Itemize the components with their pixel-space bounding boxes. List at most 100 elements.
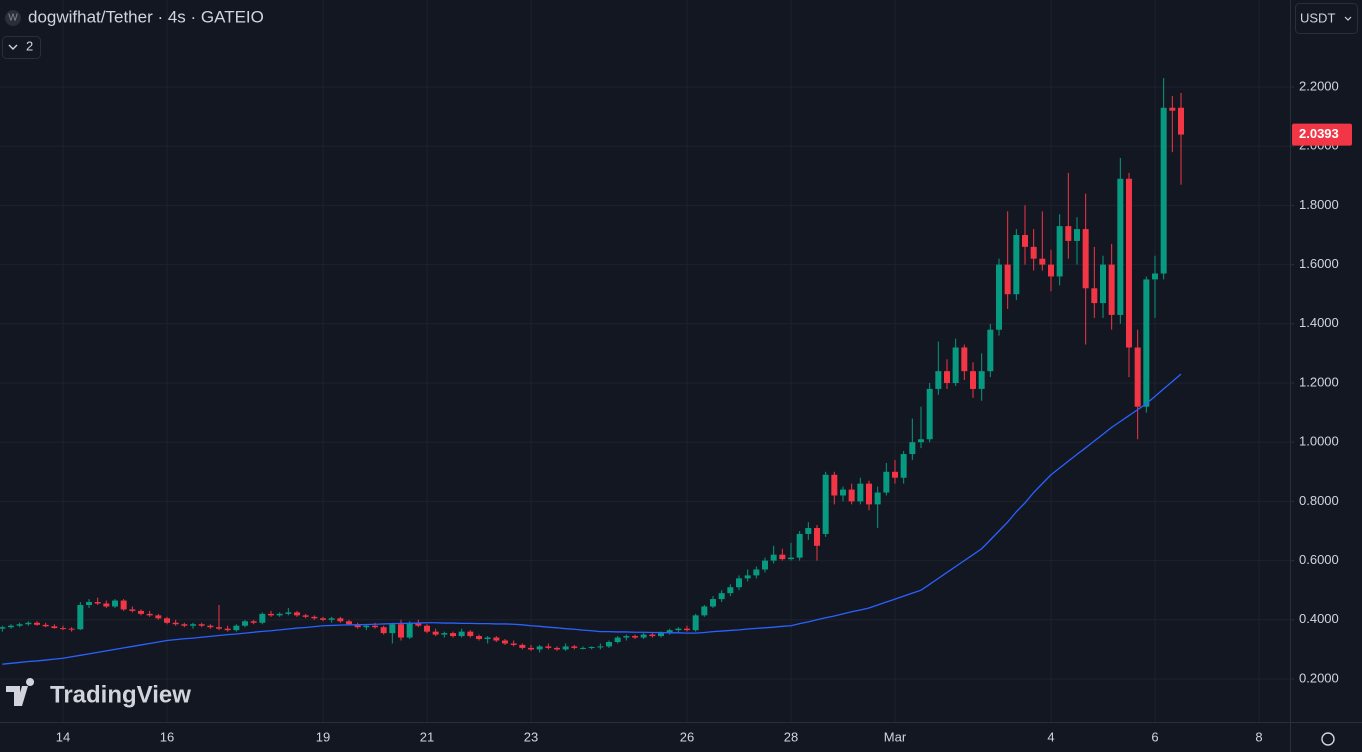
candle-body — [683, 628, 690, 631]
y-tick-label: 1.4000 — [1299, 315, 1339, 330]
candle-body — [744, 575, 751, 579]
x-tick-label: 28 — [784, 729, 798, 744]
y-tick-label: 0.8000 — [1299, 493, 1339, 508]
candle-body — [7, 625, 14, 628]
candle-body — [597, 646, 604, 648]
candle-body — [1021, 235, 1028, 247]
x-tick-label: 26 — [680, 729, 694, 744]
candle-body — [233, 625, 240, 631]
candle-body — [562, 646, 569, 650]
candle-body — [779, 554, 786, 560]
candle-body — [33, 622, 40, 625]
candle-body — [553, 647, 560, 650]
moving-average-line — [2, 373, 1182, 665]
candle-body — [484, 637, 491, 640]
settings-icon[interactable] — [1321, 732, 1335, 746]
symbol-icon — [5, 10, 21, 26]
candle-body — [302, 615, 309, 617]
candle-body — [181, 624, 188, 626]
candle-body — [172, 622, 179, 625]
candle-body — [415, 622, 422, 626]
candle-body — [692, 615, 699, 631]
candle-body — [900, 454, 907, 478]
x-tick-label: 8 — [1255, 729, 1262, 744]
x-tick-label: Mar — [884, 729, 907, 744]
candle-body — [250, 621, 257, 623]
candle-body — [536, 646, 543, 650]
candle-body — [753, 569, 760, 576]
candle-body — [137, 610, 144, 614]
candle-body — [813, 528, 820, 546]
candle-body — [77, 604, 84, 630]
candle-body — [1177, 107, 1184, 135]
brand-logo — [6, 678, 35, 706]
candle-body — [657, 633, 664, 637]
candle-body — [458, 631, 465, 637]
candle-body — [155, 615, 162, 619]
grid — [0, 0, 1290, 722]
y-tick-label: 1.0000 — [1299, 434, 1339, 449]
currency-chevron — [1344, 16, 1352, 21]
candle-body — [215, 627, 222, 629]
candle-body — [874, 492, 881, 505]
candle-body — [1169, 107, 1176, 111]
indicator-toggle[interactable] — [2, 36, 41, 59]
candle-body — [475, 636, 482, 640]
candle-body — [805, 528, 812, 534]
candle-body — [1125, 178, 1132, 348]
plot — [0, 78, 1184, 665]
candle-body — [441, 633, 448, 635]
candle-body — [406, 622, 413, 638]
candle-body — [865, 483, 872, 505]
candle-body — [943, 371, 950, 384]
candle-body — [146, 613, 153, 616]
candle-body — [1030, 246, 1037, 259]
candle-body — [969, 371, 976, 389]
candle-body — [961, 347, 968, 372]
candle-body — [987, 329, 994, 372]
candle-body — [163, 618, 170, 623]
candle-body — [935, 371, 942, 389]
candle-body — [42, 624, 49, 627]
last-price-label: 2.0393 — [1299, 126, 1339, 141]
candle-body — [259, 613, 266, 623]
candle-body — [1091, 288, 1098, 304]
currency-button[interactable] — [1295, 3, 1358, 34]
x-tick-label: 23 — [524, 729, 538, 744]
x-tick-label: 16 — [160, 729, 174, 744]
candle-body — [129, 609, 136, 611]
candle-body — [1099, 264, 1106, 304]
candle-body — [0, 627, 6, 629]
candle-body — [337, 618, 344, 622]
candle-body — [328, 618, 335, 620]
candle-body — [285, 612, 292, 614]
candle-body — [1117, 178, 1124, 315]
candle-body — [397, 624, 404, 638]
candle-body — [848, 489, 855, 502]
candle-body — [761, 560, 768, 570]
candle-body — [1134, 347, 1141, 407]
indicator-count: 2 — [26, 38, 33, 53]
candle-body — [380, 627, 387, 634]
y-tick-label: 2.2000 — [1299, 78, 1339, 93]
y-tick-label: 1.6000 — [1299, 256, 1339, 271]
y-tick-label: 0.2000 — [1299, 670, 1339, 685]
candle-body — [831, 474, 838, 496]
candle-body — [579, 647, 586, 649]
chart-title[interactable]: dogwifhat/Tether · 4s · GATEIO — [28, 7, 264, 26]
candle-body — [1073, 229, 1080, 241]
candle-body — [770, 554, 777, 561]
y-tick-label: 0.6000 — [1299, 552, 1339, 567]
candle-body — [241, 621, 248, 626]
last-price-tag — [1292, 123, 1352, 146]
candle-body — [545, 646, 552, 648]
candle-body — [198, 624, 205, 626]
candle-body — [666, 630, 673, 634]
candle-body — [571, 646, 578, 648]
candle-body — [883, 471, 890, 493]
candle-body — [891, 471, 898, 478]
y-tick-label: 1.2000 — [1299, 374, 1339, 389]
candle-body — [51, 626, 58, 629]
